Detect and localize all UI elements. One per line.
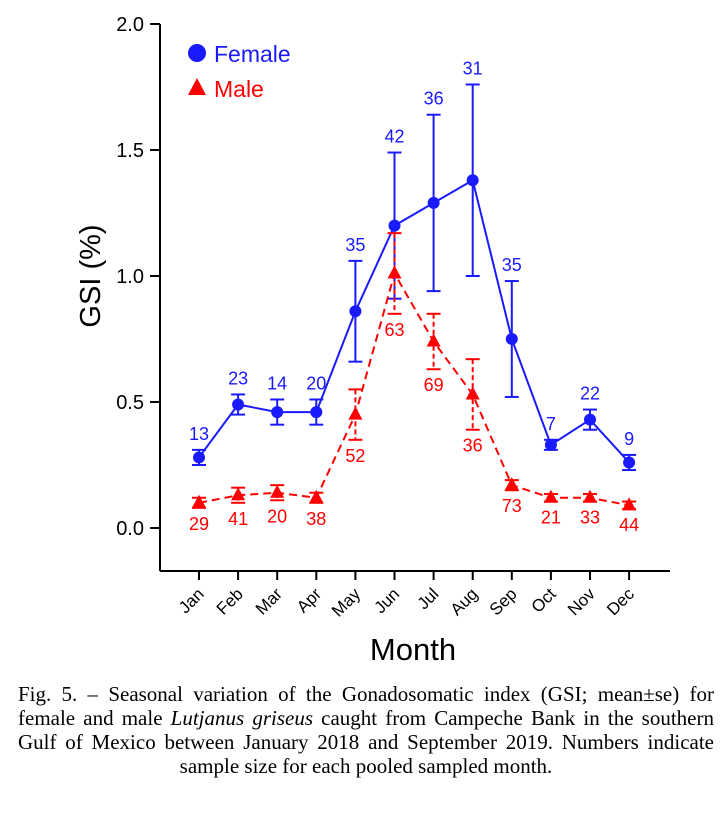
male-data-point: [309, 489, 324, 503]
x-tick-label: Apr: [293, 584, 325, 616]
female-data-point: [584, 413, 596, 426]
male-sample-size-label: 44: [619, 515, 639, 535]
legend-female-marker: [188, 44, 206, 62]
female-sample-size-label: 20: [306, 373, 326, 393]
female-data-point: [232, 398, 245, 411]
y-tick-label: 0.5: [116, 392, 144, 414]
male-sample-size-label: 69: [424, 375, 444, 395]
male-data-point: [543, 489, 558, 503]
y-tick-label: 0.0: [116, 518, 144, 540]
male-data-point: [504, 477, 519, 491]
x-tick-label: Aug: [447, 584, 482, 619]
figure-caption: Fig. 5. – Seasonal variation of the Gona…: [18, 682, 714, 778]
female-sample-size-label: 23: [228, 368, 248, 388]
y-tick-label: 2.0: [116, 14, 144, 36]
legend-male-label: Male: [214, 76, 264, 102]
female-data-point: [271, 406, 284, 419]
male-sample-size-label: 21: [541, 508, 561, 528]
female-data-point: [427, 196, 440, 209]
legend-male-marker: [188, 78, 206, 95]
male-sample-size-label: 52: [345, 446, 365, 466]
male-data-point: [192, 494, 206, 508]
x-tick-label: Feb: [213, 584, 247, 618]
x-tick-label: May: [328, 584, 364, 620]
male-sample-size-label: 41: [228, 509, 248, 529]
female-sample-size-label: 36: [424, 89, 444, 109]
caption-species: Lutjanus griseus: [170, 706, 313, 730]
male-sample-size-label: 36: [463, 436, 483, 456]
male-sample-size-label: 33: [580, 508, 600, 528]
x-tick-label: Jun: [371, 584, 404, 617]
male-data-point: [465, 386, 480, 400]
x-tick-label: Oct: [528, 584, 560, 616]
female-sample-size-label: 31: [463, 58, 483, 78]
y-axis-title: GSI (%): [75, 224, 107, 327]
female-series-line: [198, 178, 630, 464]
female-data-point: [466, 174, 479, 187]
female-sample-size-label: 13: [189, 424, 209, 444]
male-sample-size-label: 63: [384, 320, 404, 340]
x-axis-title: Month: [370, 632, 456, 667]
female-sample-size-label: 7: [546, 414, 556, 434]
male-sample-size-label: 73: [502, 496, 522, 516]
female-sample-size-label: 9: [624, 429, 634, 449]
caption-prefix: Fig. 5. – Seasonal variation of the Gona…: [18, 682, 714, 730]
female-sample-size-label: 14: [267, 373, 287, 393]
caption-suffix: caught from Campeche Bank in the souther…: [18, 706, 714, 778]
x-tick-label: Mar: [252, 584, 286, 618]
female-sample-size-label: 22: [580, 384, 600, 404]
chart-area: 0.0 0.5 1.0 1.5 2.0 Jan Feb Mar Apr May Jun Jul Aug S…: [75, 14, 670, 667]
male-data-point: [583, 489, 597, 503]
female-data-point: [193, 451, 205, 464]
gsi-line-chart: 0.0 0.5 1.0 1.5 2.0 Jan Feb Mar Apr May Jun Jul Aug S…: [75, 14, 670, 667]
y-tick-label: 1.0: [116, 266, 144, 288]
male-sample-size-label: 20: [267, 506, 287, 526]
female-data-point: [310, 406, 323, 419]
male-data-point: [231, 487, 246, 501]
female-sample-size-label: 35: [345, 235, 365, 255]
female-data-point: [349, 305, 362, 318]
male-data-point: [426, 333, 441, 347]
male-data-point: [270, 484, 285, 498]
x-tick-label: Nov: [564, 584, 599, 619]
x-tick-label: Dec: [603, 584, 638, 619]
male-data-point: [387, 265, 402, 279]
male-data-point: [622, 497, 637, 511]
female-data-point: [388, 219, 401, 232]
x-tick-label: Sep: [486, 584, 521, 619]
female-data-point: [505, 333, 518, 345]
female-data-point: [544, 438, 557, 451]
male-sample-size-label: 38: [306, 509, 326, 529]
x-tick-label: Jul: [414, 584, 443, 613]
female-data-point: [623, 456, 636, 469]
female-sample-size-label: 42: [384, 127, 404, 147]
male-data-point: [348, 406, 363, 420]
x-tick-label: Jan: [175, 584, 208, 617]
male-sample-size-label: 29: [189, 514, 209, 534]
y-tick-label: 1.5: [116, 140, 144, 162]
female-sample-size-label: 35: [502, 255, 522, 275]
male-series-line: [198, 270, 630, 507]
legend-female-label: Female: [214, 41, 291, 67]
